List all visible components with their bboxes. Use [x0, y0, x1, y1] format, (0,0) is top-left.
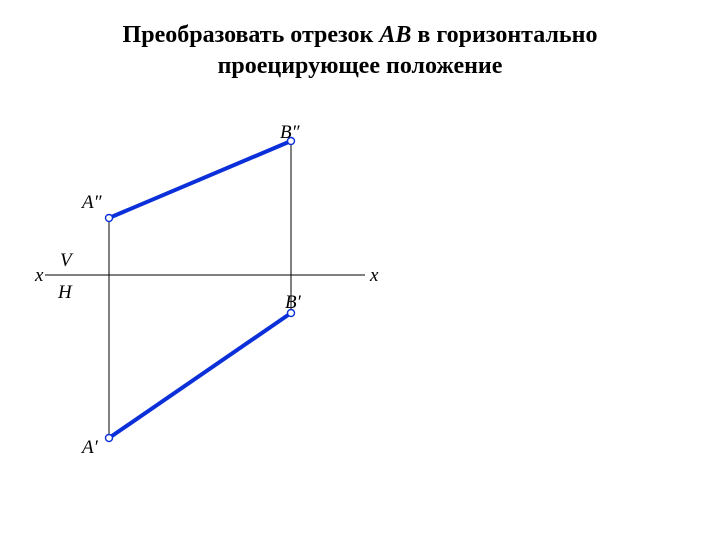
label-A2: A″ [80, 192, 103, 213]
diagram-container: xxVHA″B″B′A′ [0, 100, 420, 505]
label-A1: A′ [80, 437, 99, 458]
label-V: V [60, 250, 74, 271]
title-segment: АВ [379, 22, 411, 48]
title-line1: Преобразовать отрезок [123, 22, 380, 48]
point-A2 [106, 215, 113, 222]
title-line2: проецирующее положение [218, 53, 503, 79]
title-line1-end: в горизонтально [411, 22, 597, 48]
label-B2: B″ [280, 122, 301, 143]
projection-diagram: xxVHA″B″B′A′ [0, 100, 420, 500]
point-A1 [106, 435, 113, 442]
page-title: Преобразовать отрезок АВ в горизонтально… [0, 20, 720, 82]
label-x_right: x [369, 265, 379, 286]
label-H: H [57, 282, 73, 303]
segment-A2-B2 [109, 141, 291, 218]
segment-A1-B1 [109, 313, 291, 438]
label-B1: B′ [285, 292, 302, 313]
label-x_left: x [34, 265, 44, 286]
